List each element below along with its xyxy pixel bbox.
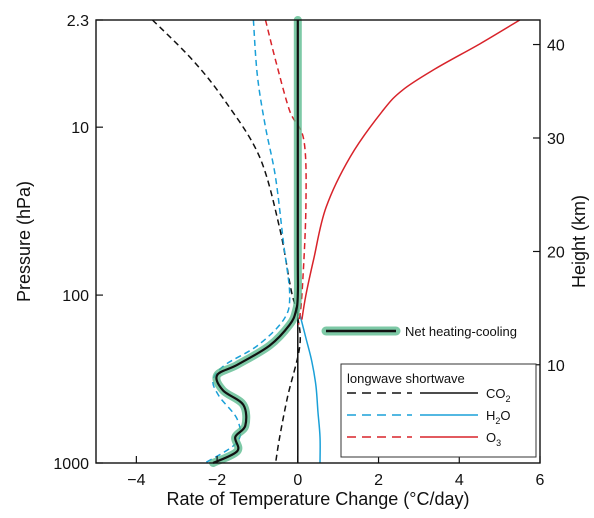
y2-tick-label: 20 — [547, 244, 565, 261]
net-legend-label: Net heating-cooling — [405, 324, 517, 339]
series-layer — [151, 16, 521, 467]
legend-label-tail: O — [500, 408, 510, 423]
legend-label: O3 — [486, 430, 501, 448]
legend-label-base: O — [486, 430, 496, 445]
series-net-line — [212, 20, 300, 464]
series-h2o_sw-line — [299, 314, 321, 464]
legend-header: longwave shortwave — [347, 371, 465, 386]
y2-tick-label: 40 — [547, 38, 565, 55]
x-tick-label: 6 — [536, 472, 545, 489]
axes-layer: −4 −2 0 2 4 6 2.3 10 100 1000 40 30 20 10 Rate of Temp… — [14, 13, 589, 509]
legend-label-subscript: 2 — [506, 394, 511, 404]
legend-label: CO2 — [486, 386, 511, 404]
x-tick-label: 4 — [455, 472, 464, 489]
x-axis-title: Rate of Temperature Change (°C/day) — [166, 489, 469, 509]
legend-label-subscript: 3 — [496, 438, 501, 448]
series-h2o_lw-line — [204, 19, 291, 464]
y-tick-label: 1000 — [53, 456, 89, 473]
x-tick-label: 0 — [293, 472, 302, 489]
x-tick-label: 2 — [374, 472, 383, 489]
plot-frame — [95, 19, 541, 464]
x-tick-label: −2 — [208, 472, 226, 489]
y-tick-label: 2.3 — [67, 13, 89, 30]
y2-axis-title: Height (km) — [569, 195, 589, 288]
x-tick-label: −4 — [127, 472, 145, 489]
series-o3_lw-line — [264, 19, 307, 325]
y-axis-title: Pressure (hPa) — [14, 181, 34, 302]
legend-label-base: CO — [486, 386, 506, 401]
y2-tick-label: 30 — [547, 131, 565, 148]
y2-tick-label: 10 — [547, 358, 565, 375]
legend-label-subscript: 2 — [495, 416, 500, 426]
net-legend: Net heating-cooling — [321, 324, 517, 339]
series-net-halo — [209, 16, 302, 467]
series-co2_lw-line — [151, 19, 302, 464]
y-tick-label: 100 — [62, 288, 89, 305]
series-o3_sw-line — [301, 19, 521, 320]
legend-label-base: H — [486, 408, 495, 423]
legend-label: H2O — [486, 408, 511, 426]
legend-box — [340, 363, 537, 458]
y-tick-label: 10 — [71, 120, 89, 137]
